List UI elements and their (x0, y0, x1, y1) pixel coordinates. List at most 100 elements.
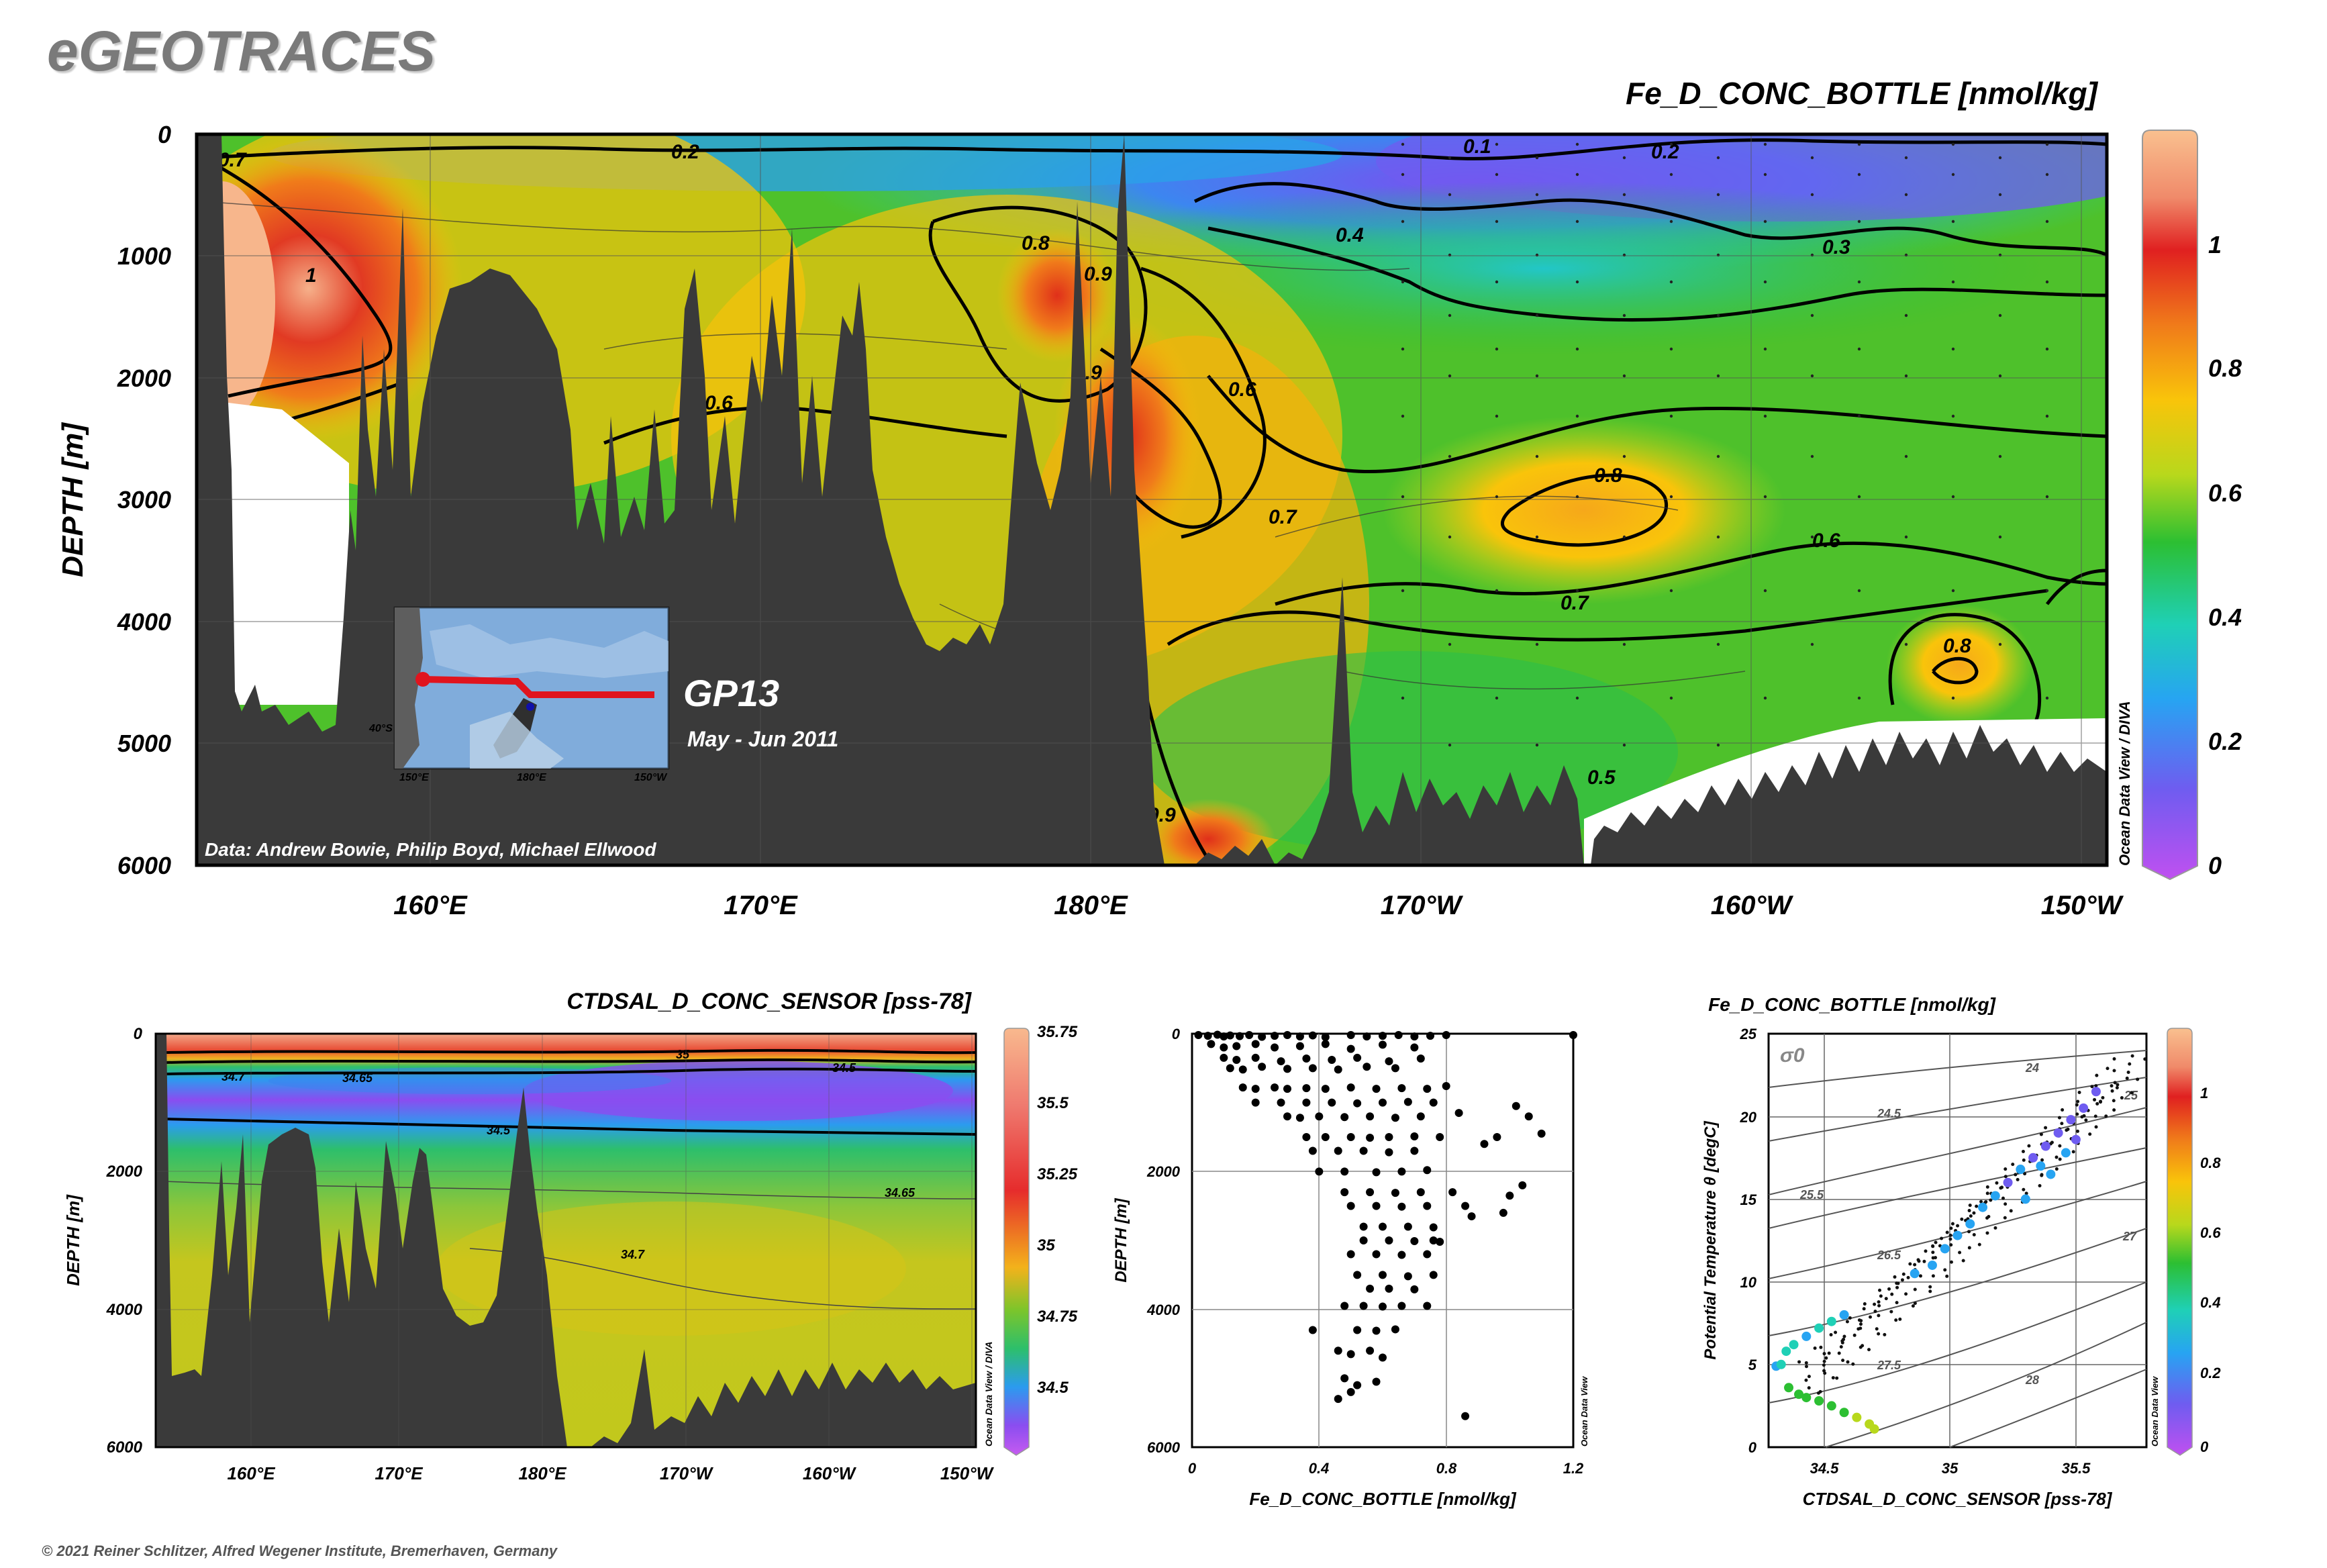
station-sample-dot (1857, 280, 1861, 284)
profile-x-ticks: 0 0.4 0.8 1.2 (1188, 1460, 1584, 1477)
y-tick: 5 (1748, 1357, 1757, 1373)
ts-background-point (1911, 1304, 1915, 1308)
ts-background-point (1972, 1233, 1976, 1237)
ts-background-point (2077, 1091, 2081, 1095)
ts-background-point (1867, 1348, 1871, 1352)
ts-background-point (1985, 1191, 1989, 1195)
profile-data-point (1397, 1302, 1406, 1310)
profile-data-point (1295, 1042, 1304, 1050)
station-sample-dot (1401, 173, 1405, 177)
profile-data-point (1283, 1085, 1291, 1093)
station-sample-dot (1669, 173, 1673, 177)
profile-credit: Ocean Data View (1579, 1376, 1589, 1447)
colorbar-tick: 0.4 (2208, 603, 2242, 631)
ts-background-point (1842, 1337, 1846, 1341)
ts-background-point (1961, 1259, 1965, 1263)
ts-background-point (1875, 1327, 1879, 1331)
station-sample-dot (1998, 535, 2002, 539)
ts-background-point (1945, 1230, 1949, 1234)
ts-background-point (1940, 1236, 1944, 1240)
contour-label: 0.4 (1336, 224, 1364, 246)
ts-background-point (1859, 1319, 1863, 1323)
profile-data-point (1379, 1271, 1387, 1279)
ts-background-point (1862, 1307, 1866, 1311)
lon-tick: 150°W (940, 1463, 995, 1483)
ts-data-points (1771, 1087, 2101, 1434)
sigma-label: σ0 (1780, 1044, 1805, 1067)
profile-data-point (1397, 1084, 1406, 1093)
ts-background-point (2095, 1073, 2099, 1077)
ts-data-point (2028, 1153, 2038, 1163)
station-sample-dot (1763, 347, 1767, 351)
ts-background-point (1896, 1281, 1900, 1285)
station-sample-dot (1998, 193, 2002, 197)
isopycnal-labels: 24 24.5 25 25.5 26.5 27 27.5 28 (1799, 1061, 2138, 1387)
ts-background-point (1873, 1310, 1877, 1314)
station-sample-dot (1495, 589, 1499, 593)
station-sample-dot (1535, 313, 1539, 317)
ts-background-point (1931, 1274, 1935, 1278)
ts-background-point (1975, 1204, 1979, 1208)
x-tick: 34.5 (1810, 1460, 1840, 1477)
profile-data-point (1372, 1202, 1381, 1210)
ts-background-point (1827, 1351, 1831, 1355)
station-sample-dot (1669, 414, 1673, 418)
station-sample-dot (2045, 495, 2049, 499)
station-sample-dot (1857, 589, 1861, 593)
profile-data-point (1308, 1031, 1317, 1040)
ts-background-point (2003, 1202, 2008, 1206)
profile-data-point (1295, 1114, 1304, 1122)
profile-data-point (1385, 1133, 1393, 1141)
depth-tick: 3000 (117, 486, 171, 513)
ts-title: Fe_D_CONC_BOTTLE [nmol/kg] (1708, 994, 1996, 1015)
colorbar-credit: Ocean Data View / DIVA (2116, 701, 2133, 866)
profile-data-point (1346, 1202, 1355, 1210)
colorbar-tick: 35 (1037, 1236, 1055, 1255)
station-sample-dot (1495, 347, 1499, 351)
ts-data-point (2003, 1177, 2013, 1187)
ts-background-point (1900, 1278, 1904, 1282)
ts-background-point (1934, 1240, 1938, 1244)
ts-background-point (1895, 1301, 1899, 1305)
ts-background-point (1894, 1318, 1898, 1322)
ts-data-point (1826, 1401, 1836, 1411)
profile-data-point (1518, 1181, 1527, 1189)
profile-data-point (1403, 1222, 1412, 1231)
ts-background-point (1931, 1251, 1935, 1255)
profile-data-point (1423, 1166, 1432, 1175)
profile-data-point (1410, 1146, 1419, 1155)
ts-background-point (1913, 1287, 1917, 1291)
ts-background-point (1956, 1224, 1960, 1228)
profile-data-point (1321, 1040, 1330, 1048)
ts-background-point (1999, 1186, 2003, 1190)
no-data-area-west (228, 403, 349, 705)
colorbar-tick: 0.2 (2208, 728, 2242, 755)
ts-background-point (1851, 1362, 1855, 1366)
station-sample-dot (1951, 347, 1955, 351)
station-sample-dot (1535, 743, 1539, 747)
station-sample-dot (1716, 743, 1720, 747)
contour-label: 34.5 (832, 1061, 856, 1075)
station-sample-dot (1904, 374, 1908, 378)
profile-data-point (1363, 1032, 1371, 1041)
ts-background-point (2071, 1150, 2075, 1154)
profile-data-point (1448, 1188, 1457, 1197)
colorbar-tick: 35.75 (1037, 1023, 1078, 1041)
profile-data-point (1410, 1043, 1419, 1052)
data-credit: Data: Andrew Bowie, Philip Boyd, Michael… (205, 839, 656, 860)
ts-data-point (1814, 1396, 1824, 1406)
ts-background-point (1950, 1222, 1954, 1226)
x-tick: 35 (1942, 1460, 1959, 1477)
ts-background-point (1829, 1333, 1833, 1337)
ts-background-point (1979, 1199, 1983, 1204)
station-sample-dot (1622, 454, 1626, 458)
ts-background-point (1822, 1352, 1826, 1356)
ts-background-point (1989, 1198, 1993, 1202)
y-tick: 25 (1740, 1026, 1757, 1042)
station-sample-dot (1669, 142, 1673, 146)
seafloor-bathymetry-east (1195, 577, 1584, 865)
station-sample-dot (2045, 414, 2049, 418)
profile-data-point (1308, 1326, 1317, 1334)
profile-data-point (1391, 1064, 1399, 1073)
ts-data-point (2040, 1141, 2050, 1151)
